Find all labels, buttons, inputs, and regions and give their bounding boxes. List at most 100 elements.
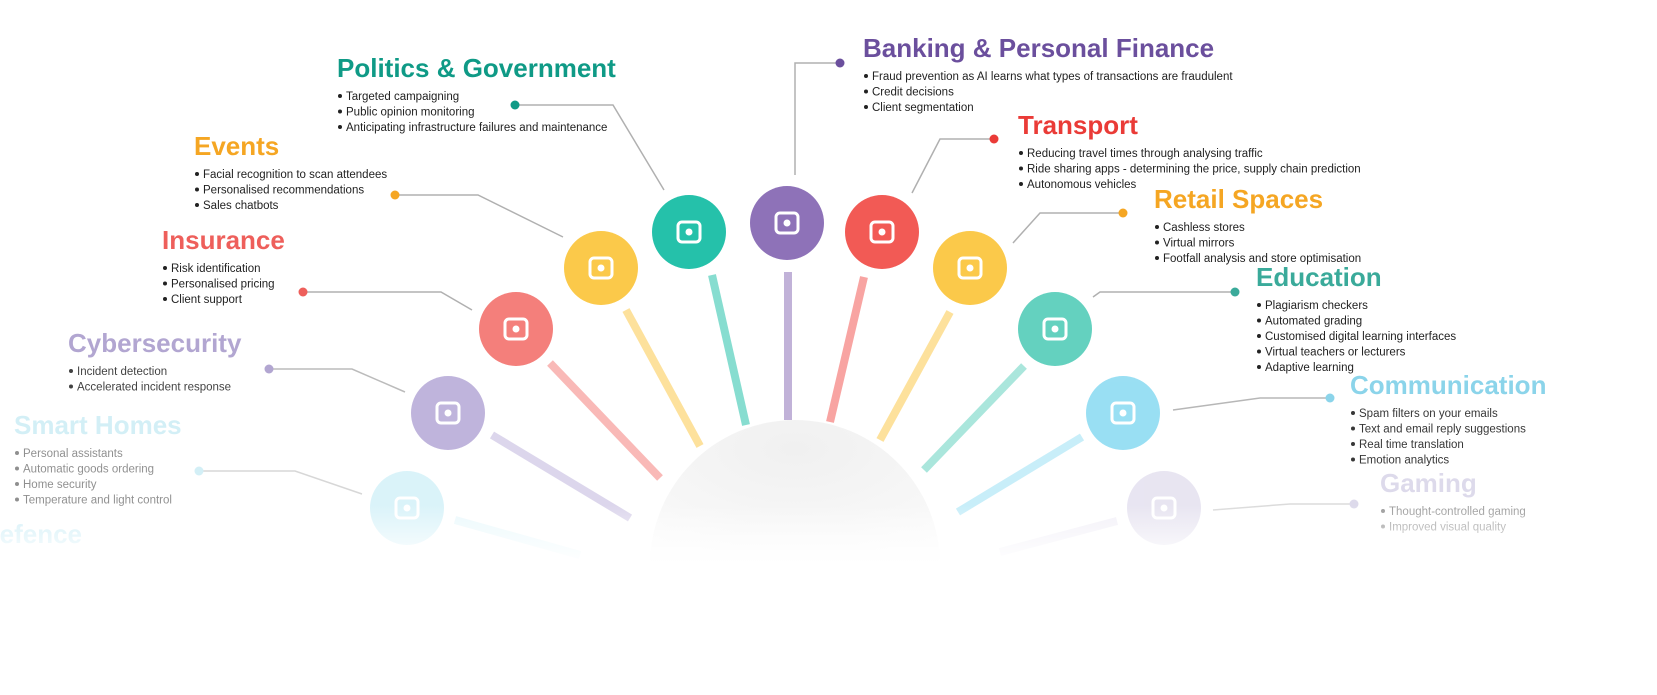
bullet-dot (15, 466, 19, 471)
icon (869, 220, 895, 244)
connector (269, 368, 406, 393)
icon-dot (597, 264, 605, 272)
topic: Banking & Personal Finance Fraud preventi… (750, 33, 1233, 420)
bullet-dot (338, 109, 342, 114)
bullet-dot (1155, 240, 1159, 245)
icon-dot (512, 325, 520, 333)
topic-title: Banking & Personal Finance (863, 33, 1214, 63)
bullet-dot (1257, 365, 1261, 369)
connector (1092, 291, 1235, 298)
bullet-dot (69, 369, 73, 373)
connector (1172, 397, 1330, 411)
bullet-text: Fraud prevention as AI learns what types… (872, 71, 1233, 83)
topic: Events Facial recognition to scan attende… (194, 131, 704, 448)
bullet-text: Risk identification (171, 263, 260, 275)
bullet-text: Virtual mirrors (1163, 238, 1235, 250)
bullet-text: Personalised pricing (171, 279, 275, 291)
bullet-text: Sales chatbots (203, 200, 279, 212)
bullet-dot (1351, 411, 1355, 415)
connector-dot (1118, 208, 1128, 218)
connector-dot (390, 190, 400, 200)
connector-dot (298, 287, 308, 297)
ray (876, 310, 954, 442)
bullet-dot (338, 125, 342, 129)
bottom-blank (0, 565, 1657, 695)
bullet-dot (338, 94, 342, 98)
topic: Communication Spam filters on your emails… (955, 370, 1546, 516)
bullet-dot (1351, 457, 1355, 462)
bullet-text: Incident detection (77, 366, 167, 378)
bullet-text: Home security (23, 479, 97, 491)
bullet-text: Plagiarism checkers (1265, 300, 1368, 312)
bullet-dot (864, 74, 868, 78)
connector-dot (989, 134, 999, 144)
topic: Cybersecurity Incident detection Accelerat… (68, 328, 633, 522)
bullet-dot (1155, 256, 1159, 260)
bullet-text: Spam filters on your emails (1359, 408, 1498, 420)
topic-title: Gaming (1380, 468, 1477, 498)
connector (395, 194, 564, 238)
bullet-dot (1257, 303, 1261, 307)
topic: Insurance Risk identification Personalised… (162, 225, 663, 481)
connector (911, 138, 994, 194)
bullet-text: Automated grading (1265, 316, 1362, 328)
icon (676, 220, 702, 244)
bullet-text: Reducing travel times through analysing … (1027, 148, 1263, 160)
icon (1042, 317, 1068, 341)
topic: Retail Spaces Cashless stores Virtual mirr… (876, 184, 1361, 442)
connector (1012, 212, 1123, 244)
topic-title: Smart Homes (14, 410, 182, 440)
icon-dot (783, 219, 791, 227)
ray (489, 431, 633, 522)
topic-title: Insurance (162, 225, 285, 255)
connector-dot (510, 100, 520, 110)
ray (622, 308, 704, 448)
bullet-text: Emotion analytics (1359, 455, 1449, 467)
icon-dot (966, 264, 974, 272)
icon (588, 256, 614, 280)
bullet-text: Client support (171, 294, 243, 306)
items: Smart Homes Personal assistants Automatic … (0, 33, 1546, 559)
icon-dot (1119, 409, 1127, 417)
bullet-text: Text and email reply suggestions (1359, 424, 1526, 436)
bullet-text: Temperature and light control (23, 495, 172, 507)
topic-title: Events (194, 131, 279, 161)
bullet-dot (1019, 166, 1023, 171)
icon (957, 256, 983, 280)
topic: Education Plagiarism checkers Automated gr… (921, 262, 1456, 473)
topic-title: Transport (1018, 110, 1138, 140)
bullet-text: Personalised recommendations (203, 185, 364, 197)
topic: Transport Reducing travel times through a… (826, 110, 1361, 423)
bullet-dot (1019, 151, 1023, 155)
connector (794, 62, 840, 175)
ray (547, 360, 663, 481)
bullet-text: Adaptive learning (1265, 362, 1354, 374)
topic-title: Politics & Government (337, 53, 616, 83)
connector-dot (264, 364, 274, 374)
bullet-text: Customised digital learning interfaces (1265, 331, 1456, 343)
bullet-dot (163, 281, 167, 286)
bullet-text: Client segmentation (872, 102, 974, 114)
ray (955, 433, 1085, 516)
bullet-text: Targeted campaigning (346, 91, 459, 103)
bullet-text: Footfall analysis and store optimisation (1163, 253, 1361, 265)
bullet-text: Public opinion monitoring (346, 107, 475, 119)
bullet-text: Automatic goods ordering (23, 464, 154, 476)
icon-dot (1051, 325, 1059, 333)
bullet-text: Autonomous vehicles (1027, 179, 1137, 191)
bullet-dot (195, 172, 199, 176)
topic: Politics & Government Targeted campaignin… (337, 53, 750, 426)
bullet-text: Real time translation (1359, 439, 1464, 451)
bottom-fade (0, 505, 1657, 565)
connector-dot (1230, 287, 1240, 297)
bullet-dot (15, 451, 19, 455)
connector (303, 291, 473, 311)
topic-title: Retail Spaces (1154, 184, 1323, 214)
bullet-dot (1257, 334, 1261, 338)
bullet-text: Cashless stores (1163, 222, 1245, 234)
connector-dot (835, 58, 845, 68)
connector (515, 104, 665, 191)
bullet-dot (195, 187, 199, 192)
